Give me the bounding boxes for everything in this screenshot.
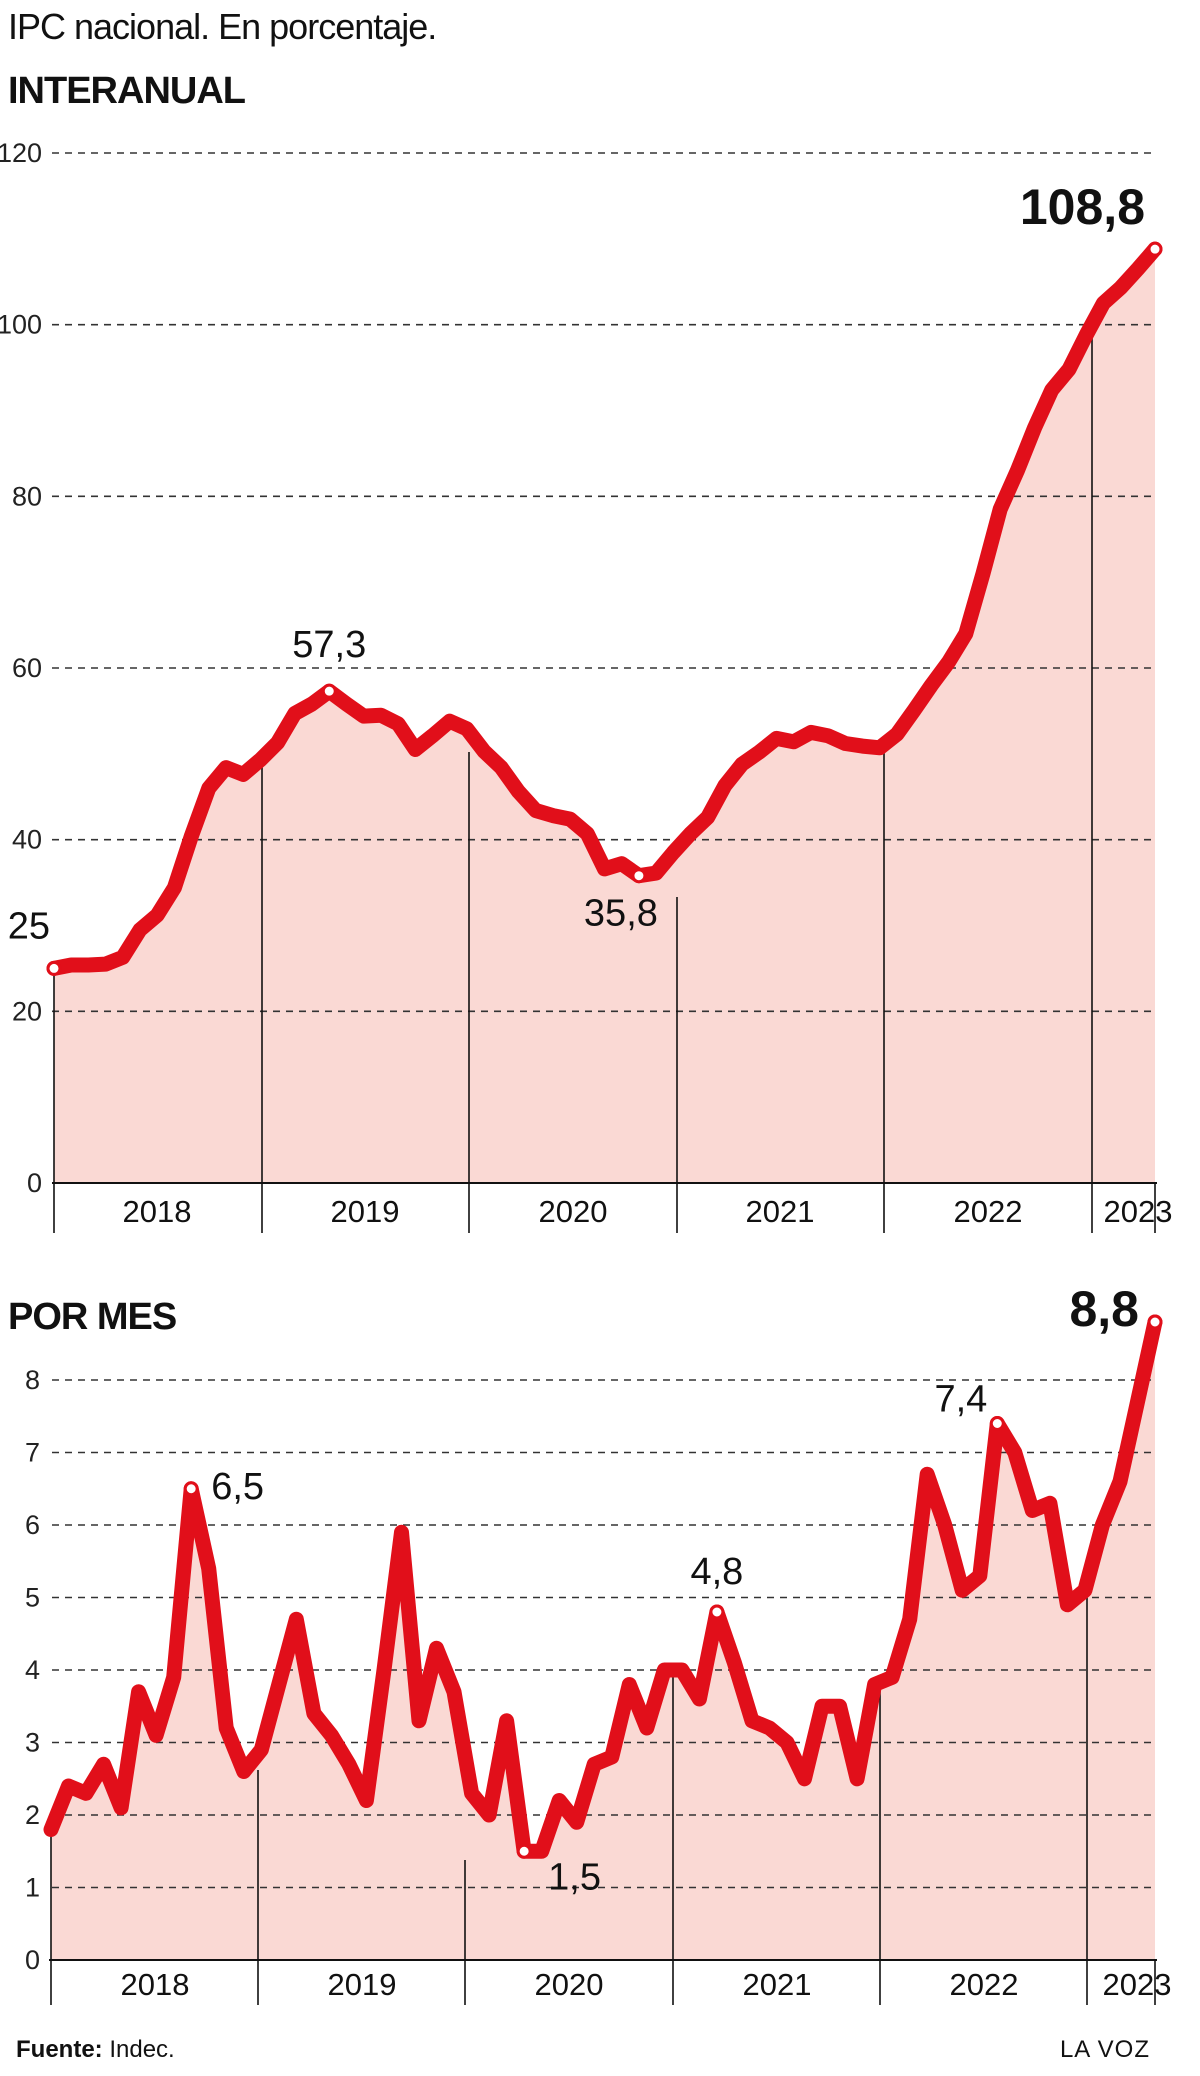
- y-tick-label: 40: [12, 825, 42, 855]
- y-tick-label: 2: [25, 1800, 40, 1830]
- y-tick-label: 1: [25, 1873, 40, 1903]
- data-label: 1,5: [548, 1856, 601, 1898]
- y-tick-label: 4: [25, 1655, 40, 1685]
- highlight-point: [631, 868, 647, 884]
- monthly-chart: 0 1 2 3 4 5 6 7 8 2018 2019 2020 2021 2022 2023 6,5 1,5 4…: [25, 1281, 1172, 2005]
- source-note: Fuente: Indec.: [16, 2036, 175, 2064]
- x-tick-label: 2020: [535, 1967, 604, 2002]
- series-line: [43, 1314, 1163, 1859]
- y-tick-label: 80: [12, 481, 42, 511]
- y-tick-label: 100: [0, 310, 42, 340]
- highlight-point: [46, 960, 62, 976]
- brand-logo-text: LA VOZ: [1059, 2036, 1150, 2063]
- x-tick-label: 2019: [328, 1967, 397, 2002]
- data-label: 108,8: [1020, 179, 1145, 235]
- x-tick-label: 2023: [1104, 1194, 1173, 1229]
- monthly-chart-title: POR MES: [8, 1296, 177, 1338]
- data-label: 6,5: [211, 1466, 264, 1508]
- highlight-point: [1147, 1314, 1163, 1330]
- y-tick-label: 6: [25, 1510, 40, 1540]
- series-line: [46, 241, 1163, 976]
- data-label: 57,3: [292, 624, 366, 666]
- x-tick-label: 2018: [123, 1194, 192, 1229]
- y-tick-label: 7: [25, 1438, 40, 1468]
- highlight-point: [516, 1843, 532, 1859]
- data-label: 8,8: [1069, 1281, 1139, 1337]
- x-tick-label: 2021: [743, 1967, 812, 2002]
- x-tick-label: 2022: [954, 1194, 1023, 1229]
- area-fill: [54, 249, 1155, 1184]
- source-value: Indec.: [109, 2036, 175, 2063]
- y-tick-label: 0: [25, 1945, 40, 1975]
- x-tick-label: 2022: [950, 1967, 1019, 2002]
- highlight-point: [1147, 241, 1163, 257]
- interanual-chart: 0 20 40 60 80 100 120 2018 2019 2020 2021 2022 2023 2…: [0, 138, 1173, 1233]
- y-tick-label: 5: [25, 1583, 40, 1613]
- y-tick-label: 0: [27, 1168, 42, 1198]
- x-tick-label: 2021: [746, 1194, 815, 1229]
- data-label: 7,4: [934, 1379, 987, 1421]
- data-label: 35,8: [584, 893, 658, 935]
- highlight-point: [321, 683, 337, 699]
- y-tick-label: 8: [25, 1365, 40, 1395]
- area-fill: [51, 1322, 1155, 1960]
- source-label: Fuente:: [16, 2036, 103, 2063]
- highlight-point: [989, 1416, 1005, 1431]
- x-tick-label: 2023: [1103, 1967, 1172, 2002]
- data-label: 25: [8, 905, 50, 947]
- interanual-chart-title: INTERANUAL: [8, 70, 246, 112]
- y-tick-label: 60: [12, 653, 42, 683]
- y-tick-label: 120: [0, 138, 42, 168]
- highlight-point: [183, 1481, 199, 1497]
- x-tick-label: 2019: [331, 1194, 400, 1229]
- chart-subtitle: IPC nacional. En porcentaje.: [8, 6, 437, 47]
- data-label: 4,8: [690, 1551, 743, 1593]
- x-tick-label: 2020: [539, 1194, 608, 1229]
- y-tick-label: 20: [12, 996, 42, 1026]
- highlight-point: [709, 1604, 725, 1620]
- y-tick-label: 3: [25, 1728, 40, 1758]
- x-tick-label: 2018: [121, 1967, 190, 2002]
